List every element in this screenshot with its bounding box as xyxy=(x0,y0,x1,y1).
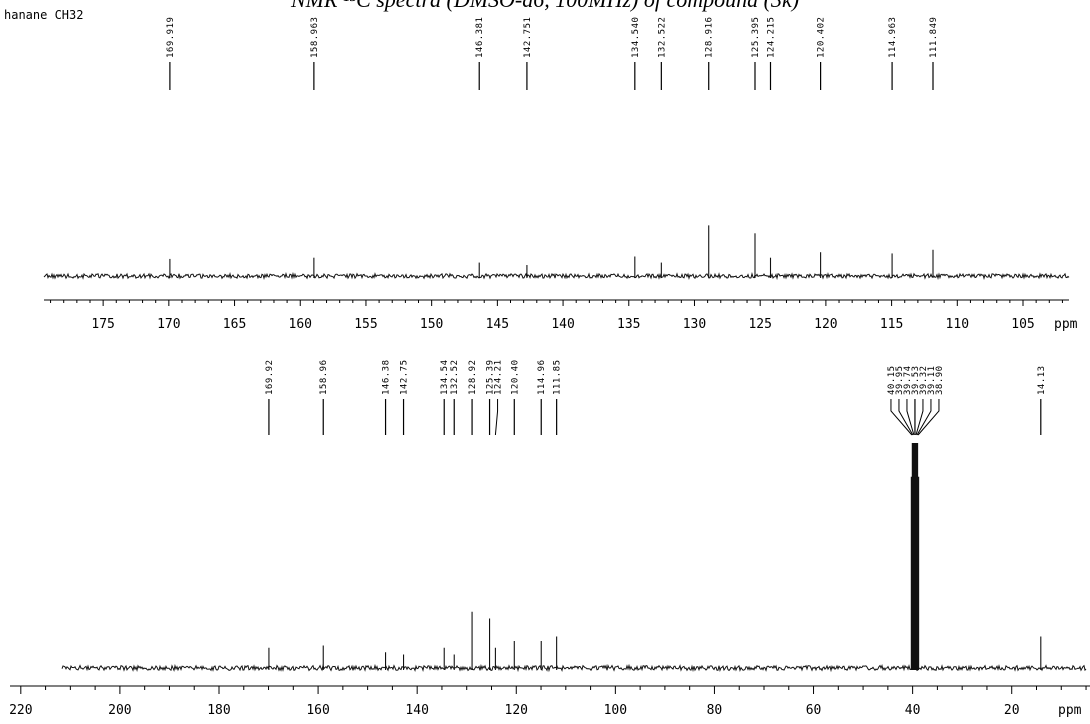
peak-label: 142.751 xyxy=(523,17,533,58)
peak-label: 125.39 xyxy=(486,359,496,395)
peak-marker-line xyxy=(898,399,914,436)
x-tick-label: 145 xyxy=(486,317,509,332)
x-tick-label: 140 xyxy=(551,317,574,332)
peak-marker-line xyxy=(917,399,940,436)
x-tick-label: 125 xyxy=(748,317,771,332)
peak-label: 38.90 xyxy=(935,365,945,395)
x-tick-label: 155 xyxy=(354,317,377,332)
peak-label: 146.381 xyxy=(475,17,485,58)
peak-label: 14.13 xyxy=(1037,365,1047,395)
x-tick-label: 120 xyxy=(814,317,837,332)
peak-label: 114.96 xyxy=(537,359,547,395)
x-tick-label: 220 xyxy=(9,703,32,718)
peak-label: 132.52 xyxy=(450,359,460,395)
peak-label: 124.215 xyxy=(767,17,777,58)
x-tick-label: 120 xyxy=(505,703,528,718)
figure-title: NMR ¹³C spectra (DMSO-d6, 100MHz) of com… xyxy=(0,0,1090,13)
x-tick-label: 165 xyxy=(223,317,246,332)
peak-label: 39.53 xyxy=(911,365,921,395)
x-tick-label: 160 xyxy=(306,703,329,718)
peak-marker-line xyxy=(915,399,924,436)
peak-label: 134.54 xyxy=(440,359,450,395)
peak-label: 111.849 xyxy=(929,17,939,58)
peak-label: 125.395 xyxy=(751,17,761,58)
peak-marker-line xyxy=(494,399,499,436)
x-tick-label: 160 xyxy=(289,317,312,332)
x-tick-label: 170 xyxy=(157,317,180,332)
x-tick-label: 20 xyxy=(1004,703,1020,718)
x-axis-unit-label: ppm xyxy=(1054,317,1078,332)
peak-label: 39.74 xyxy=(903,365,913,395)
peak-label: 111.85 xyxy=(553,359,563,395)
peak-label: 158.963 xyxy=(310,17,320,58)
peak-label: 169.92 xyxy=(265,359,275,395)
x-tick-label: 110 xyxy=(946,317,969,332)
expanded-spectrum-panel: 175 170 165 160 155 150 145 140 135 130 125 120 115 1… xyxy=(43,17,1078,332)
x-tick-label: 115 xyxy=(880,317,903,332)
peak-label: 124.21 xyxy=(494,359,504,395)
peak-label: 142.75 xyxy=(400,359,410,395)
spectrum-baseline xyxy=(43,271,1070,281)
peak-label: 132.522 xyxy=(657,17,667,58)
x-tick-label: 130 xyxy=(683,317,706,332)
x-tick-label: 105 xyxy=(1011,317,1034,332)
x-tick-label: 200 xyxy=(108,703,131,718)
x-tick-label: 150 xyxy=(420,317,443,332)
peak-label: 120.40 xyxy=(510,359,520,395)
x-tick-label: 100 xyxy=(604,703,627,718)
peak-marker-line xyxy=(906,399,915,436)
x-tick-label: 140 xyxy=(405,703,428,718)
x-tick-label: 180 xyxy=(207,703,230,718)
peak-label: 39.95 xyxy=(895,365,905,395)
x-tick-label: 175 xyxy=(91,317,114,332)
peak-label: 128.916 xyxy=(705,17,715,58)
x-tick-label: 135 xyxy=(617,317,640,332)
peak-label: 128.92 xyxy=(468,359,478,395)
x-tick-label: 80 xyxy=(707,703,723,718)
peak-marker-line xyxy=(890,399,913,436)
x-tick-label: 40 xyxy=(905,703,921,718)
peak-label: 146.38 xyxy=(382,359,392,395)
peak-marker-line xyxy=(916,399,932,436)
sample-label: hanane CH32 xyxy=(4,8,84,22)
peak-label: 40.15 xyxy=(887,365,897,395)
full-spectrum-panel: 220 200 180 160 140 120 100 80 60 40 20 ppm 169.92 15… xyxy=(9,359,1090,718)
peak-label: 120.402 xyxy=(817,17,827,58)
spectrum-baseline xyxy=(61,663,1087,673)
peak-label: 39.32 xyxy=(919,365,929,395)
peak-label: 39.11 xyxy=(927,365,937,395)
peak-label: 158.96 xyxy=(319,359,329,395)
x-axis-unit-label: ppm xyxy=(1058,703,1082,718)
x-tick-label: 60 xyxy=(806,703,822,718)
peak-label: 134.540 xyxy=(631,17,641,58)
peak-label: 169.919 xyxy=(166,17,176,58)
peak-label: 114.963 xyxy=(888,17,898,58)
